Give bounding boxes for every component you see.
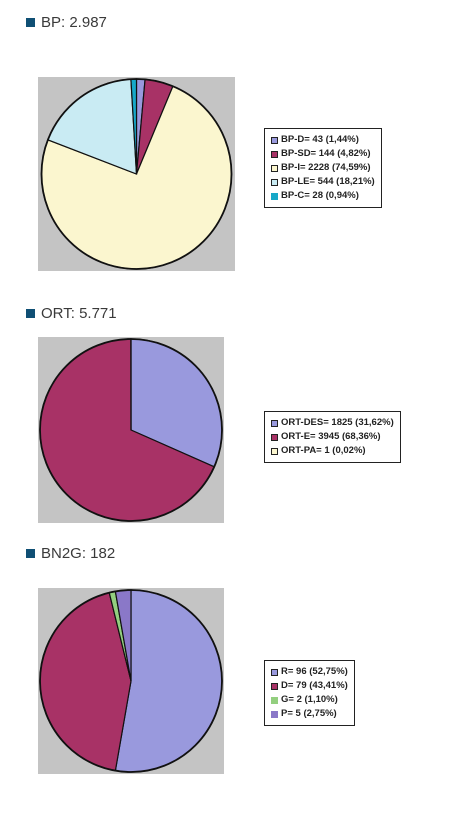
pie-svg-ort [39,338,223,522]
legend-swatch [271,696,278,704]
pie-outline [39,338,223,522]
legend-label: ORT-PA= 1 (0,02%) [281,445,366,456]
legend-item: D= 79 (43,41%) [271,679,348,693]
legend-item: BP-D= 43 (1,44%) [271,133,375,147]
legend-label: P= 5 (2,75%) [281,708,337,719]
legend-label: BP-SD= 144 (4,82%) [281,148,371,159]
pie-outline [39,589,223,773]
legend-label: ORT-E= 3945 (68,36%) [281,431,381,442]
legend-label: BP-I= 2228 (74,59%) [281,162,371,173]
legend-swatch [271,192,278,200]
legend-label: BP-D= 43 (1,44%) [281,134,359,145]
legend-bp: BP-D= 43 (1,44%) BP-SD= 144 (4,82%) BP-I= … [264,128,382,208]
legend-label: BP-LE= 544 (18,21%) [281,176,375,187]
legend-swatch [271,447,278,455]
legend-label: R= 96 (52,75%) [281,666,348,677]
legend-item: ORT-PA= 1 (0,02%) [271,444,394,458]
legend-item: BP-LE= 544 (18,21%) [271,175,375,189]
legend-swatch [271,419,278,427]
legend-swatch [271,150,278,158]
legend-swatch [271,433,278,441]
chart-title-bp: BP: 2.987 [26,14,107,31]
legend-swatch [271,710,278,718]
legend-ort: ORT-DES= 1825 (31,62%) ORT-E= 3945 (68,36… [264,411,401,463]
bullet-square-icon [26,549,35,558]
bullet-square-icon [26,18,35,27]
legend-item: P= 5 (2,75%) [271,707,348,721]
legend-label: BP-C= 28 (0,94%) [281,190,359,201]
legend-item: BP-SD= 144 (4,82%) [271,147,375,161]
legend-swatch [271,668,278,676]
chart-title-text: BN2G: 182 [41,545,116,562]
chart-title-bn2g: BN2G: 182 [26,545,115,562]
legend-bn2g: R= 96 (52,75%) D= 79 (43,41%) G= 2 (1,10%)… [264,660,355,726]
legend-item: BP-I= 2228 (74,59%) [271,161,375,175]
legend-item: ORT-E= 3945 (68,36%) [271,430,394,444]
legend-item: R= 96 (52,75%) [271,665,348,679]
legend-swatch [271,178,278,186]
legend-item: ORT-DES= 1825 (31,62%) [271,416,394,430]
pie-chart-bp [38,77,235,271]
pie-outline [40,78,233,270]
pie-chart-ort [38,337,224,523]
chart-title-text: ORT: 5.771 [41,305,117,322]
pie-svg-bp [40,78,233,270]
legend-item: BP-C= 28 (0,94%) [271,189,375,203]
chart-title-ort: ORT: 5.771 [26,305,117,322]
pie-svg-bn2g [39,589,223,773]
chart-title-text: BP: 2.987 [41,14,107,31]
legend-label: ORT-DES= 1825 (31,62%) [281,417,394,428]
legend-item: G= 2 (1,10%) [271,693,348,707]
legend-swatch [271,164,278,172]
bullet-square-icon [26,309,35,318]
pie-chart-bn2g [38,588,224,774]
legend-swatch [271,682,278,690]
legend-swatch [271,136,278,144]
legend-label: G= 2 (1,10%) [281,694,338,705]
legend-label: D= 79 (43,41%) [281,680,348,691]
